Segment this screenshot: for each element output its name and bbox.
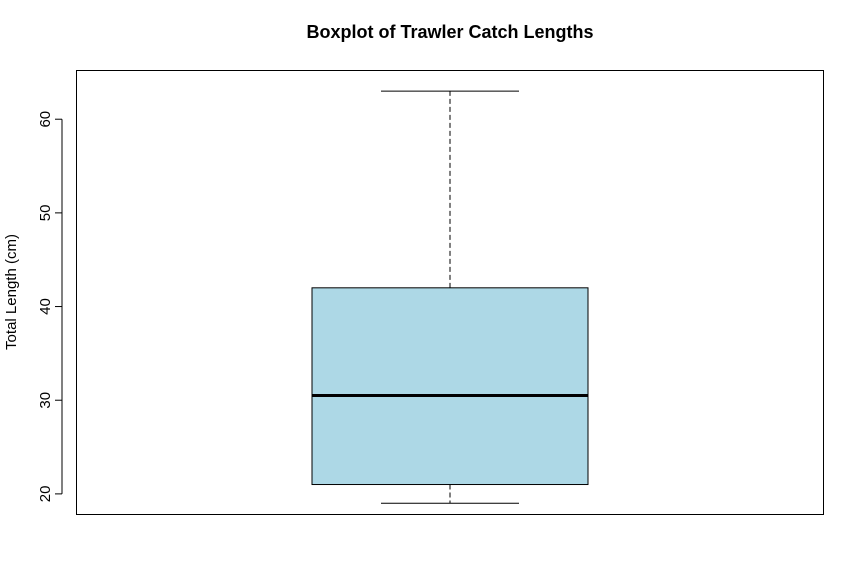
- y-tick-label-40: 40: [37, 298, 54, 315]
- y-tick-label-60: 60: [37, 111, 54, 128]
- chart-title: Boxplot of Trawler Catch Lengths: [306, 22, 593, 42]
- y-axis-label: Total Length (cm): [3, 234, 20, 350]
- y-tick-label-50: 50: [37, 205, 54, 222]
- interquartile-box: [311, 287, 589, 486]
- y-tick-label-20: 20: [37, 486, 54, 503]
- y-tick-label-30: 30: [37, 392, 54, 409]
- y-axis: 20 30 40 50 60: [37, 111, 63, 503]
- plot-frame: [76, 70, 824, 515]
- box-group: [311, 90, 589, 504]
